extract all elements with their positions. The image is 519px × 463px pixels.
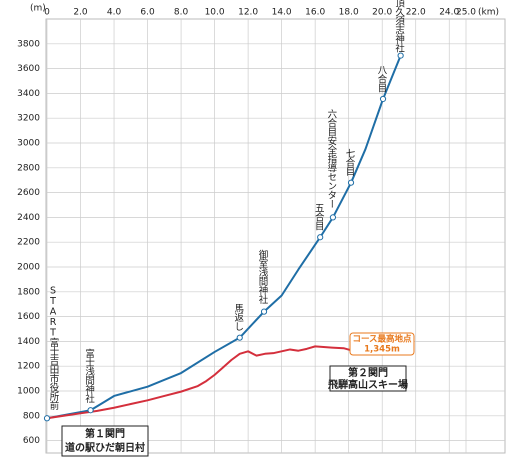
checkpoint bbox=[87, 407, 94, 414]
checkpoint-label: GOAL山頂久須志神社 bbox=[393, 0, 405, 54]
x-tick-label: 2.0 bbox=[73, 8, 88, 18]
gate-2-box: 第２関門 飛騨高山スキー場 bbox=[327, 365, 408, 392]
gate-1-box: 第１関門 道の駅ひだ朝日村 bbox=[61, 425, 149, 457]
checkpoint bbox=[43, 415, 51, 422]
y-tick-label: 2200 bbox=[17, 238, 40, 248]
checkpoint-label: 五合目 bbox=[313, 203, 325, 230]
checkpoint-label: 馬返し bbox=[232, 304, 244, 331]
lines bbox=[46, 55, 402, 420]
x-tick-label: 14.0 bbox=[272, 8, 292, 18]
y-tick-label: 3800 bbox=[17, 39, 40, 49]
checkpoint bbox=[329, 214, 337, 221]
y-tick-label: 1200 bbox=[17, 362, 40, 372]
gate-box bbox=[61, 425, 149, 457]
y-tick-label: 2000 bbox=[17, 263, 40, 273]
y-tick-label: 2600 bbox=[17, 188, 40, 198]
y-tick-label: 3600 bbox=[17, 64, 40, 74]
checkpoint-label: 六合目安全指導センター bbox=[325, 108, 337, 208]
x-tick-label: 20.0 bbox=[372, 8, 392, 18]
y-tick-label: 3400 bbox=[17, 89, 40, 99]
x-tick-label: 22.0 bbox=[406, 8, 426, 18]
x-axis-label: (km) bbox=[478, 8, 499, 18]
gate-box bbox=[329, 365, 407, 392]
x-tick-label: 6.0 bbox=[140, 8, 155, 18]
checkpoint bbox=[260, 308, 268, 315]
checkpoint bbox=[317, 234, 324, 241]
y-axis-label: (m) bbox=[30, 4, 46, 14]
checkpoint-label: START富士吉田市役所前 bbox=[48, 285, 60, 411]
x-tick-label: 10.0 bbox=[205, 8, 225, 18]
checkpoint-label: 富士浅間神社 bbox=[83, 348, 95, 404]
checkpoint bbox=[236, 334, 243, 341]
gate-title: 第２関門 bbox=[348, 366, 388, 379]
plot-frame bbox=[45, 18, 506, 454]
y-tick-label: 1000 bbox=[17, 387, 40, 397]
checkpoint bbox=[379, 95, 387, 103]
y-tick-label: 1600 bbox=[17, 312, 40, 322]
y-tick-label: 3200 bbox=[17, 114, 40, 124]
y-tick-label: 2800 bbox=[17, 163, 40, 173]
checkpoint bbox=[397, 52, 404, 59]
x-tick-label: 18.0 bbox=[339, 8, 359, 18]
y-tick-label: 1800 bbox=[17, 287, 40, 297]
y-tick-label: 600 bbox=[23, 436, 40, 446]
x-tick-label: 16.0 bbox=[305, 8, 325, 18]
summit-value: 1,345m bbox=[364, 345, 400, 355]
y-tick-label: 2400 bbox=[17, 213, 40, 223]
checkpoint-label: 七合目 bbox=[344, 149, 356, 176]
checkpoint-label: 御室浅間神社 bbox=[257, 249, 269, 305]
series-line bbox=[46, 345, 351, 420]
x-tick-label: 24.0 bbox=[439, 8, 459, 18]
grid: 600 800 1000 1200 1400 1600 1800 2000 2200 2400 26… bbox=[17, 8, 505, 453]
summit-frame bbox=[349, 332, 415, 356]
gate-name: 道の駅ひだ朝日村 bbox=[65, 441, 145, 454]
summit-box: コース最高地点 1,345m bbox=[349, 332, 415, 356]
x-tick-label: 0 bbox=[44, 8, 50, 18]
annotations: START富士吉田市役所前富士浅間神社 馬返し 御室浅間神社 五合目六合目安全指導セン… bbox=[43, 0, 405, 422]
y-tick-label: 1400 bbox=[17, 337, 40, 347]
x-tick-label: 25.0 bbox=[456, 8, 476, 18]
series-line bbox=[46, 55, 402, 420]
y-tick-label: 800 bbox=[23, 411, 40, 421]
x-tick-label: 12.0 bbox=[238, 8, 258, 18]
x-tick-label: 4.0 bbox=[107, 8, 122, 18]
checkpoint bbox=[347, 179, 355, 186]
y-tick-label: 3000 bbox=[17, 139, 40, 149]
gate-title: 第１関門 bbox=[85, 427, 125, 440]
summit-title: コース最高地点 bbox=[352, 334, 412, 345]
checkpoint-label: 八合目 bbox=[376, 65, 388, 92]
gate-name: 飛騨高山スキー場 bbox=[327, 378, 408, 391]
x-tick-label: 8.0 bbox=[174, 8, 189, 18]
